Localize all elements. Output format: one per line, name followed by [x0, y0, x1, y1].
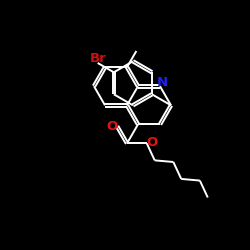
Text: O: O — [146, 136, 158, 149]
Text: Br: Br — [89, 52, 106, 65]
Text: O: O — [106, 120, 118, 133]
Text: N: N — [156, 76, 168, 89]
